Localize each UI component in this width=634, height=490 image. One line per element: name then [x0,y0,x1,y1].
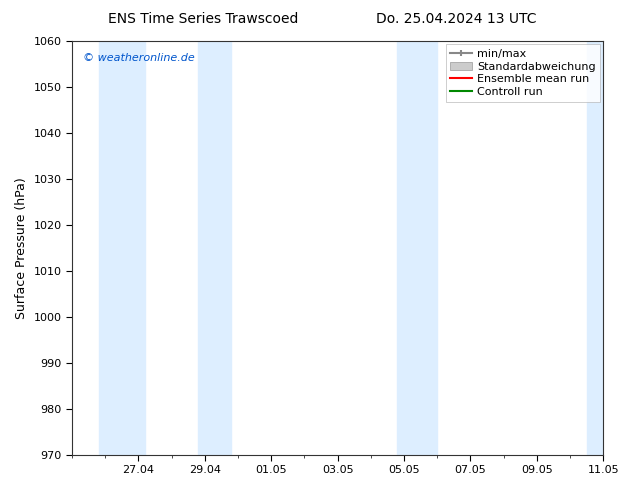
Text: Do. 25.04.2024 13 UTC: Do. 25.04.2024 13 UTC [376,12,537,26]
Y-axis label: Surface Pressure (hPa): Surface Pressure (hPa) [15,177,28,318]
Text: ENS Time Series Trawscoed: ENS Time Series Trawscoed [108,12,298,26]
Bar [586,41,620,455]
Text: © weatheronline.de: © weatheronline.de [82,53,195,64]
Bar [198,41,231,455]
Bar [99,41,145,455]
Bar [398,41,437,455]
Legend: min/max, Standardabweichung, Ensemble mean run, Controll run: min/max, Standardabweichung, Ensemble me… [446,45,600,101]
